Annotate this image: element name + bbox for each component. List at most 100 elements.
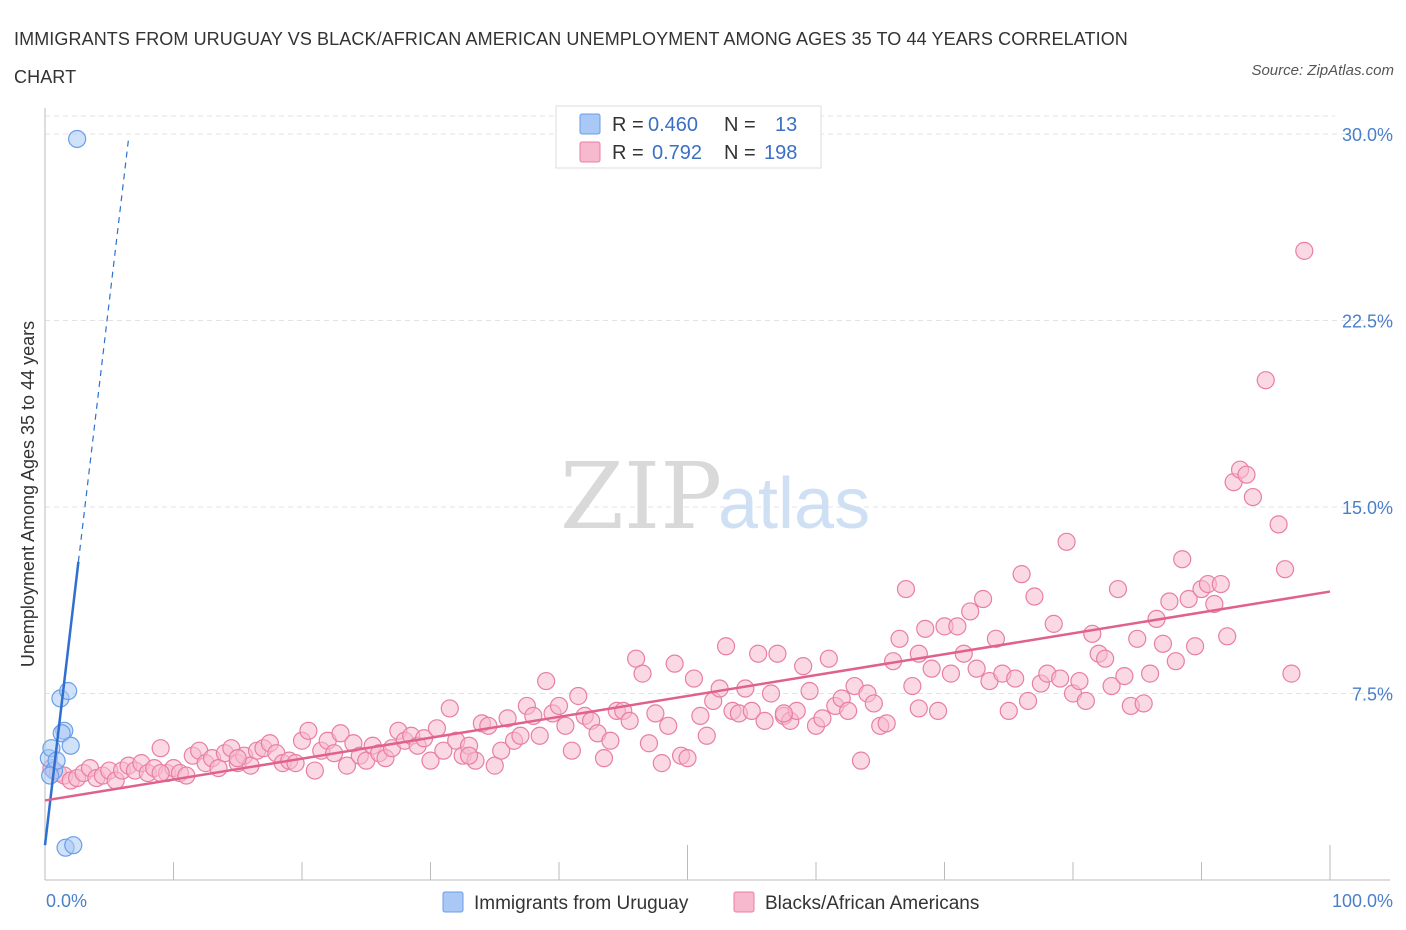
stats-legend: R = 0.460 N = 13 R = 0.792 N = 198 (555, 105, 822, 169)
black-point-61 (434, 741, 453, 760)
uruguay-point-0 (68, 129, 87, 149)
black-point-111 (755, 711, 774, 730)
black-point-128 (864, 694, 883, 713)
black-point-79 (549, 696, 569, 716)
watermark-atlas: atlas (718, 464, 870, 544)
black-point-112 (761, 684, 781, 703)
legend-label-black: Blacks/African Americans (765, 893, 979, 914)
x-tick-label-0: 0.0% (46, 891, 87, 911)
black-point-110 (749, 644, 768, 663)
black-point-176 (1173, 550, 1192, 569)
black-point-81 (562, 741, 581, 760)
black-point-143 (961, 602, 980, 621)
black-point-161 (1076, 691, 1095, 711)
legend-swatch-black (733, 891, 755, 913)
black-point-101 (691, 706, 710, 725)
black-point-173 (1153, 634, 1173, 653)
black-point-68 (479, 716, 498, 735)
black-point-165 (1102, 676, 1121, 696)
black-point-120 (813, 709, 832, 728)
black-point-145 (973, 589, 993, 609)
black-point-100 (684, 669, 704, 688)
black-point-157 (1051, 669, 1070, 688)
black-point-166 (1108, 579, 1128, 599)
black-point-174 (1160, 592, 1179, 611)
black-point-142 (954, 644, 973, 663)
uruguay-point-10 (41, 766, 60, 785)
black-trend-line (44, 590, 1331, 802)
black-point-121 (819, 649, 838, 668)
legend-swatch-uruguay (442, 891, 464, 913)
trend-lines (43, 138, 1331, 846)
black-point-46 (337, 756, 357, 775)
black-point-147 (986, 629, 1006, 648)
black-point-156 (1044, 614, 1063, 633)
stats-legend-swatch-black (579, 141, 601, 163)
stats-r-value-black: 0.792 (652, 142, 702, 164)
black-point-97 (665, 654, 684, 673)
black-point-118 (800, 681, 819, 701)
black-point-196 (228, 749, 247, 768)
black-point-192 (1295, 241, 1314, 260)
black-point-124 (839, 701, 858, 721)
black-point-82 (569, 686, 588, 706)
gridlines (45, 115, 1390, 694)
black-point-144 (967, 659, 986, 678)
stats-r-label-black: R = (612, 142, 644, 164)
black-point-90 (620, 711, 639, 730)
black-point-62 (440, 699, 459, 718)
y-axis-title: Unemployment Among Ages 35 to 44 years (18, 321, 38, 667)
chart-title: IMMIGRANTS FROM URUGUAY VS BLACK/AFRICAN… (14, 29, 1128, 87)
black-point-80 (556, 716, 575, 735)
black-point-73 (511, 726, 530, 745)
black-point-169 (1128, 629, 1147, 648)
chart-source: Source: ZipAtlas.com (1251, 62, 1394, 79)
stats-n-label-uruguay: N = (724, 114, 756, 136)
black-point-59 (421, 751, 440, 770)
black-point-76 (530, 726, 549, 745)
black-point-99 (678, 749, 697, 768)
black-point-177 (1179, 589, 1198, 609)
uruguay-trend-line (43, 561, 80, 846)
black-point-152 (1018, 691, 1038, 711)
black-point-77 (537, 671, 556, 691)
black-point-151 (1012, 565, 1031, 584)
uruguay-point-9 (61, 736, 80, 755)
black-point-158 (1057, 532, 1076, 551)
black-point-190 (1275, 560, 1295, 579)
black-point-181 (1205, 594, 1224, 614)
y-tick-label-3: 30.0% (1342, 125, 1393, 145)
black-point-136 (916, 619, 935, 638)
black-point-40 (299, 721, 318, 740)
black-point-109 (742, 701, 761, 721)
black-point-130 (877, 714, 896, 733)
black-point-92 (633, 664, 652, 683)
y-tick-label-1: 15.0% (1342, 498, 1393, 518)
black-point-191 (1282, 664, 1301, 683)
black-point-93 (639, 734, 659, 753)
series-blacks-african-americans (42, 241, 1314, 790)
axes (44, 108, 1390, 881)
black-point-60 (427, 719, 447, 738)
black-point-87 (601, 731, 620, 750)
black-point-38 (286, 754, 305, 773)
black-point-170 (1134, 694, 1153, 713)
black-point-171 (1140, 664, 1160, 683)
black-point-150 (1006, 669, 1025, 688)
black-point-41 (305, 761, 324, 780)
black-point-189 (1269, 515, 1288, 534)
black-point-175 (1166, 652, 1185, 671)
black-point-17 (151, 739, 170, 758)
black-point-188 (1256, 371, 1275, 390)
black-point-167 (1115, 666, 1134, 686)
black-point-193 (909, 699, 928, 718)
black-point-102 (697, 726, 716, 745)
black-point-195 (459, 746, 479, 765)
black-point-95 (652, 754, 671, 773)
y-tick-label-0: 7.5% (1352, 685, 1393, 705)
black-point-134 (903, 676, 922, 696)
stats-n-label-black: N = (724, 142, 756, 164)
black-point-137 (922, 659, 941, 678)
black-point-183 (1218, 627, 1237, 646)
